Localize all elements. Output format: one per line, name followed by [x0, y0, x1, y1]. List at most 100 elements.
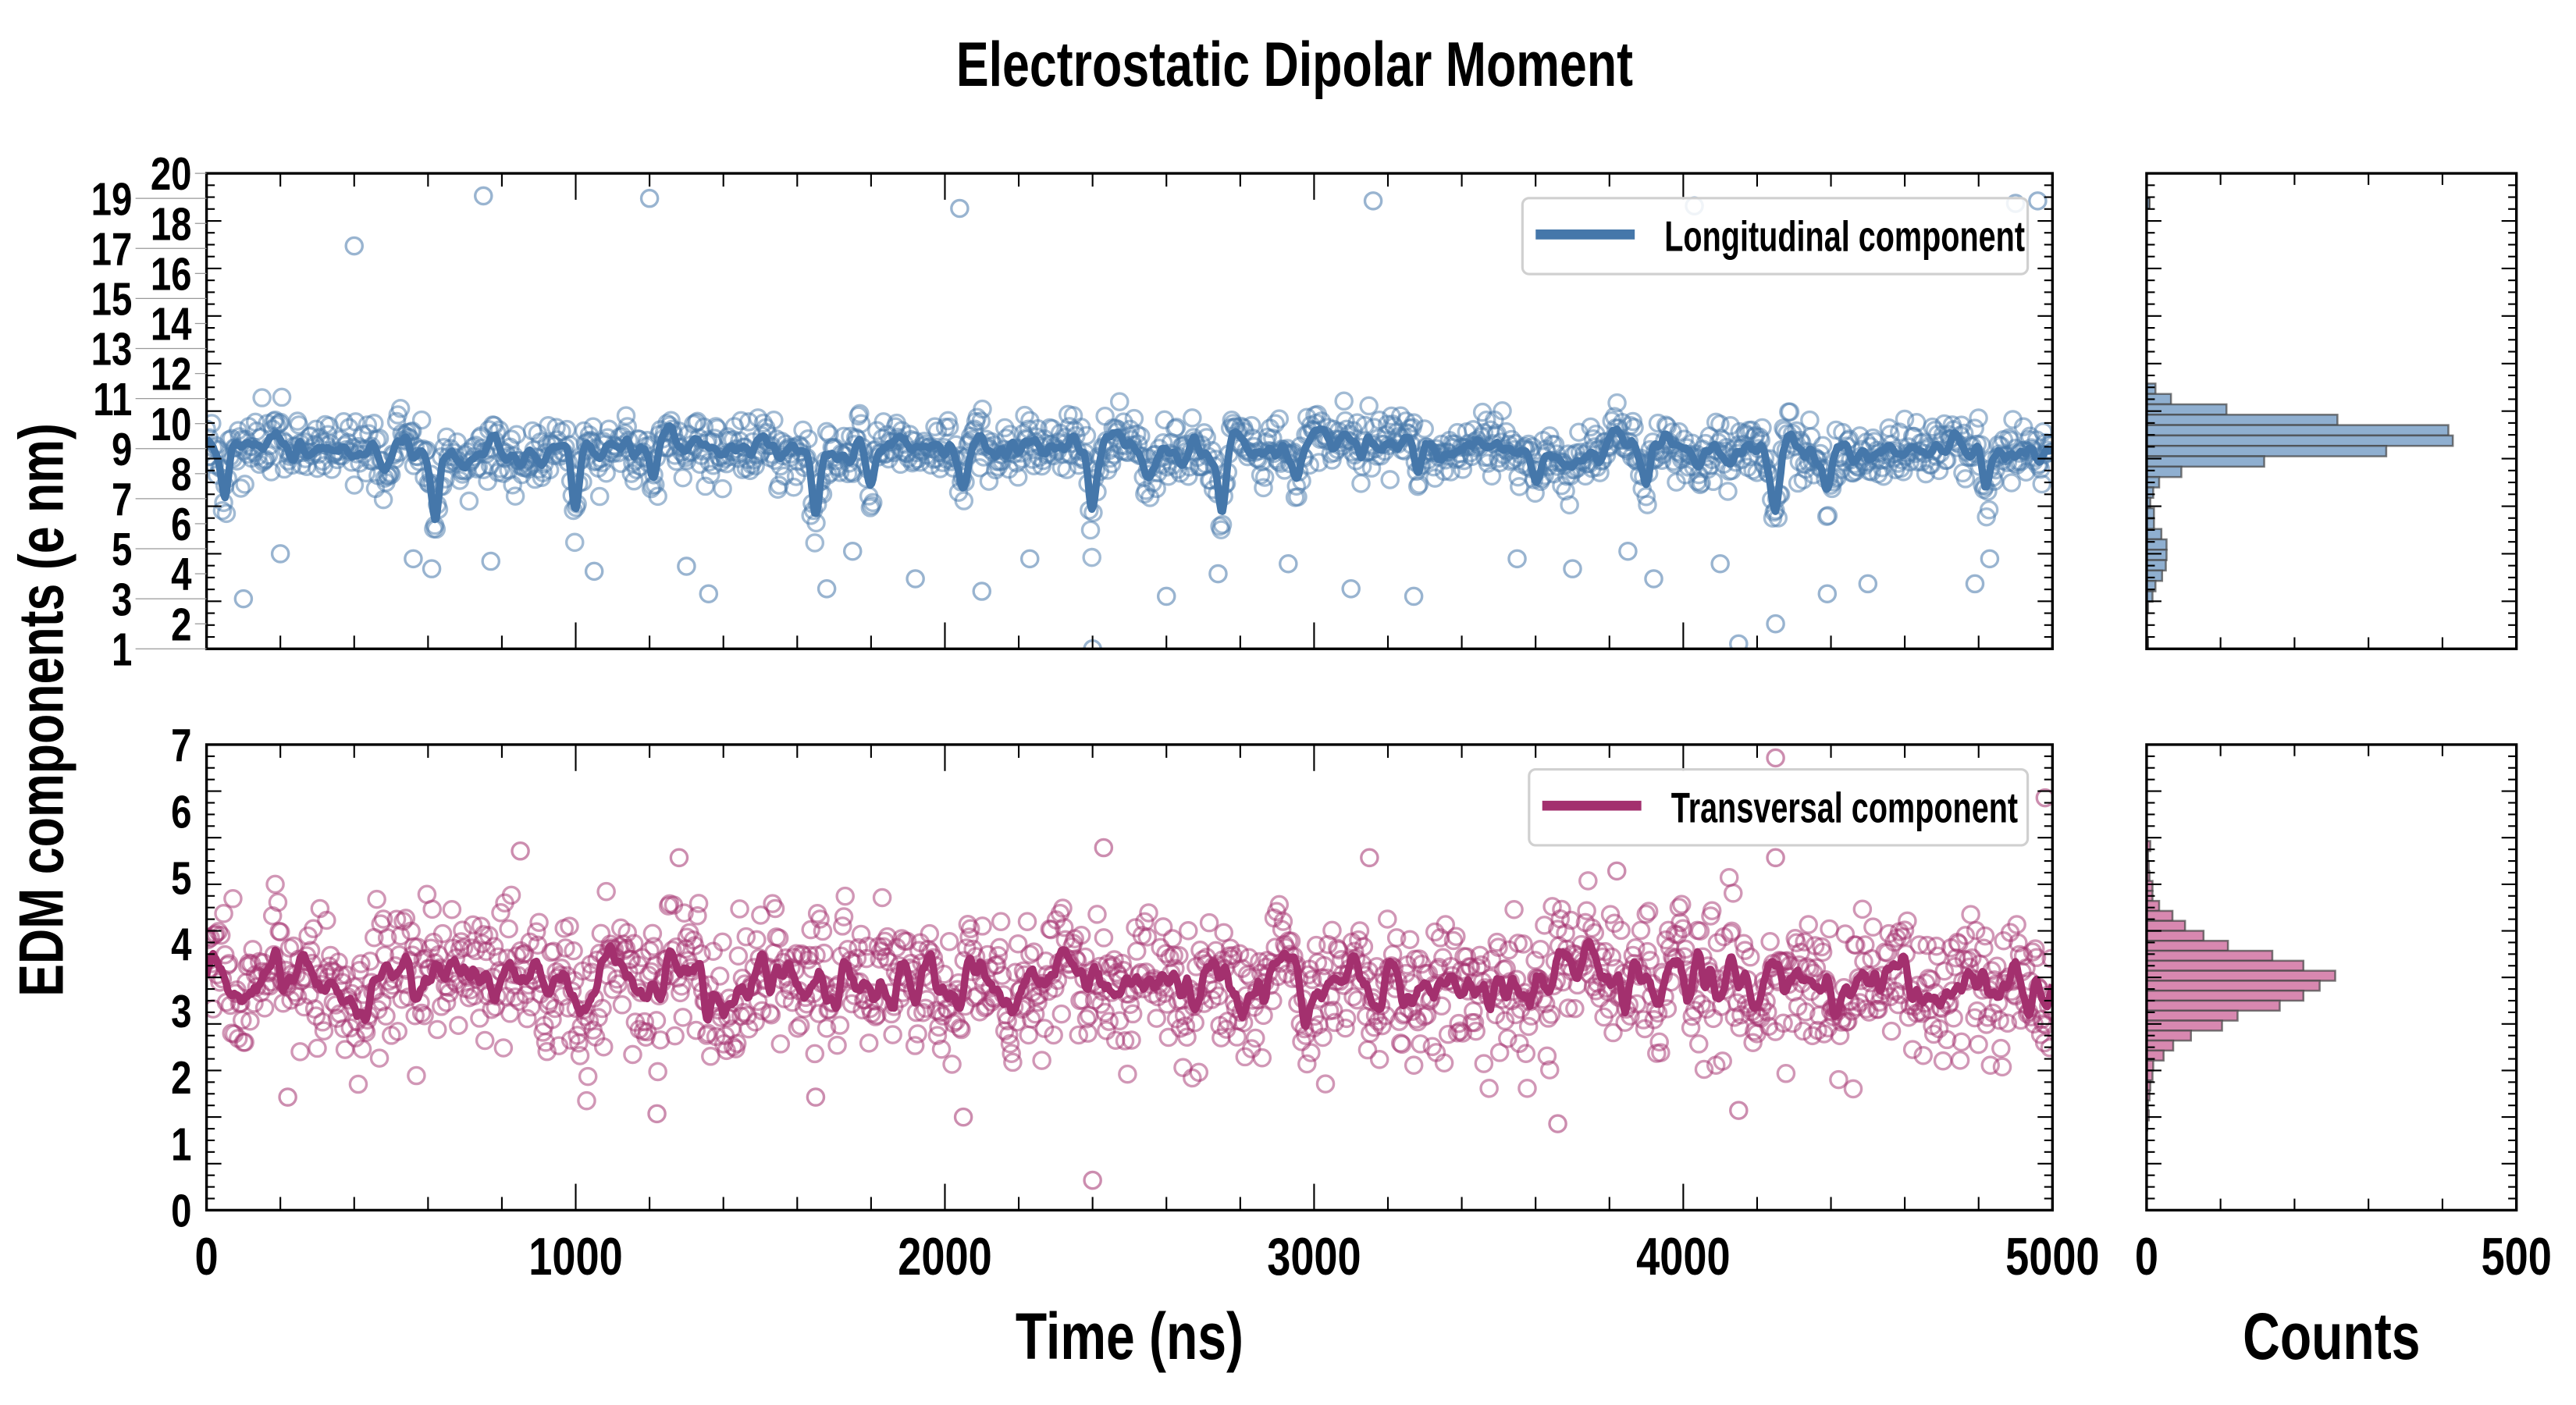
data-point	[1624, 418, 1644, 437]
data-point	[1313, 1027, 1332, 1048]
data-point	[973, 916, 992, 936]
legend-label: Transversal component	[1671, 784, 2018, 832]
y-tick-label: 20	[151, 148, 192, 200]
outlier-point	[233, 589, 254, 609]
data-point	[318, 425, 338, 444]
data-point	[799, 945, 820, 966]
data-point	[463, 915, 483, 935]
outlier-point	[842, 541, 863, 561]
data-point	[1323, 1000, 1343, 1020]
data-point	[608, 974, 628, 994]
data-point	[688, 906, 707, 926]
data-point	[1409, 475, 1429, 494]
data-point	[1852, 899, 1873, 919]
data-point	[971, 411, 991, 431]
data-point	[713, 478, 732, 499]
data-point	[1336, 1018, 1355, 1038]
series-line	[206, 422, 2053, 524]
data-point	[1002, 1044, 1021, 1063]
data-point	[1239, 948, 1259, 968]
data-point	[1101, 454, 1122, 474]
data-point	[1369, 1050, 1389, 1069]
data-point	[294, 997, 314, 1017]
data-point	[973, 399, 992, 419]
data-point	[1183, 408, 1202, 428]
y-tick-label: 0	[171, 1186, 191, 1237]
data-point	[736, 927, 756, 947]
data-point	[348, 1074, 368, 1094]
data-point	[449, 1016, 468, 1035]
data-point	[765, 898, 785, 919]
data-point	[863, 493, 883, 513]
y-tick-label: 1	[112, 624, 132, 675]
histogram-bar	[2145, 899, 2161, 912]
data-point	[1703, 471, 1724, 492]
data-point	[909, 941, 929, 960]
data-point	[232, 1010, 252, 1030]
y-tick-label: 4	[171, 549, 192, 600]
data-point	[369, 429, 390, 448]
outlier-point	[1156, 586, 1176, 606]
data-point	[1432, 996, 1451, 1016]
data-point	[1041, 919, 1061, 940]
outlier-point	[278, 1087, 297, 1107]
data-point	[454, 937, 474, 958]
outlier-point	[474, 186, 493, 206]
data-point	[1780, 402, 1800, 422]
hist-x-axis-label: Counts	[2243, 1300, 2420, 1374]
data-point	[500, 1004, 520, 1023]
data-point	[308, 1038, 327, 1058]
data-point	[908, 1024, 927, 1044]
histogram-bar	[2145, 969, 2336, 982]
data-point	[1176, 1016, 1196, 1036]
outlier-point	[404, 549, 423, 569]
outlier-point	[1548, 1114, 1567, 1133]
data-point	[1265, 414, 1285, 434]
histogram-bottom: 0 500	[2135, 743, 2552, 1286]
data-point	[509, 991, 529, 1012]
data-point	[809, 1004, 829, 1023]
y-tick-label: 8	[171, 449, 191, 500]
data-point	[529, 912, 549, 933]
hist-x-tick-label: 500	[2482, 1227, 2552, 1286]
histogram-bar	[2145, 1019, 2223, 1032]
data-point	[1631, 920, 1651, 941]
outlier-point	[422, 559, 442, 578]
data-point	[484, 937, 504, 956]
data-point	[304, 919, 323, 939]
data-point	[240, 1011, 260, 1031]
data-point	[1392, 1034, 1412, 1055]
data-point	[1336, 1008, 1357, 1029]
data-point	[799, 429, 818, 449]
data-point	[727, 1033, 747, 1054]
data-point	[851, 414, 871, 434]
data-point	[673, 468, 693, 488]
data-point	[1158, 1027, 1179, 1048]
chart-title: Electrostatic Dipolar Moment	[956, 30, 1633, 100]
data-point	[688, 894, 709, 913]
plot-area	[206, 748, 2053, 1190]
data-point	[1434, 461, 1454, 482]
data-point	[734, 1002, 753, 1023]
data-point	[1169, 945, 1189, 966]
outlier-point	[481, 551, 501, 571]
data-point	[784, 477, 803, 497]
outlier-point	[1858, 574, 1878, 594]
data-point	[1137, 927, 1158, 947]
data-point	[1053, 898, 1073, 918]
data-point	[564, 532, 585, 553]
data-point	[376, 1006, 396, 1026]
data-point	[867, 1005, 887, 1025]
data-point	[235, 1033, 254, 1052]
data-point	[790, 1016, 810, 1036]
histogram-bar	[2145, 980, 2321, 992]
y-axis-label: EDM components (e nm)	[7, 423, 76, 997]
outlier-point	[950, 198, 970, 219]
data-point	[834, 907, 854, 927]
data-point	[493, 1038, 514, 1058]
outlier-point	[1507, 549, 1527, 569]
data-point	[1453, 460, 1473, 479]
histogram-bar	[2145, 1039, 2175, 1052]
data-point	[1934, 961, 1955, 981]
data-point	[505, 486, 525, 506]
